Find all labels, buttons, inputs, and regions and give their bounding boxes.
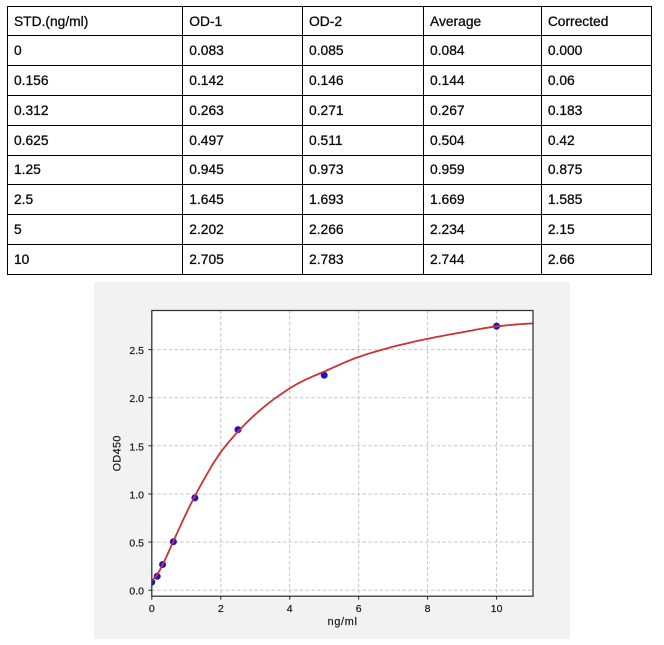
svg-text:ng/ml: ng/ml	[328, 616, 358, 628]
svg-text:0.5: 0.5	[129, 538, 144, 550]
svg-text:10: 10	[491, 603, 503, 615]
svg-text:2.5: 2.5	[129, 345, 144, 357]
svg-text:0.0: 0.0	[129, 586, 144, 598]
svg-text:OD450: OD450	[112, 435, 124, 471]
svg-text:2: 2	[218, 603, 224, 615]
svg-text:1.0: 1.0	[129, 490, 144, 502]
svg-text:0: 0	[149, 603, 155, 615]
svg-text:6: 6	[356, 603, 362, 615]
svg-text:1.5: 1.5	[129, 441, 144, 453]
svg-text:2.0: 2.0	[129, 393, 144, 405]
svg-text:8: 8	[425, 603, 431, 615]
svg-text:4: 4	[287, 603, 293, 615]
